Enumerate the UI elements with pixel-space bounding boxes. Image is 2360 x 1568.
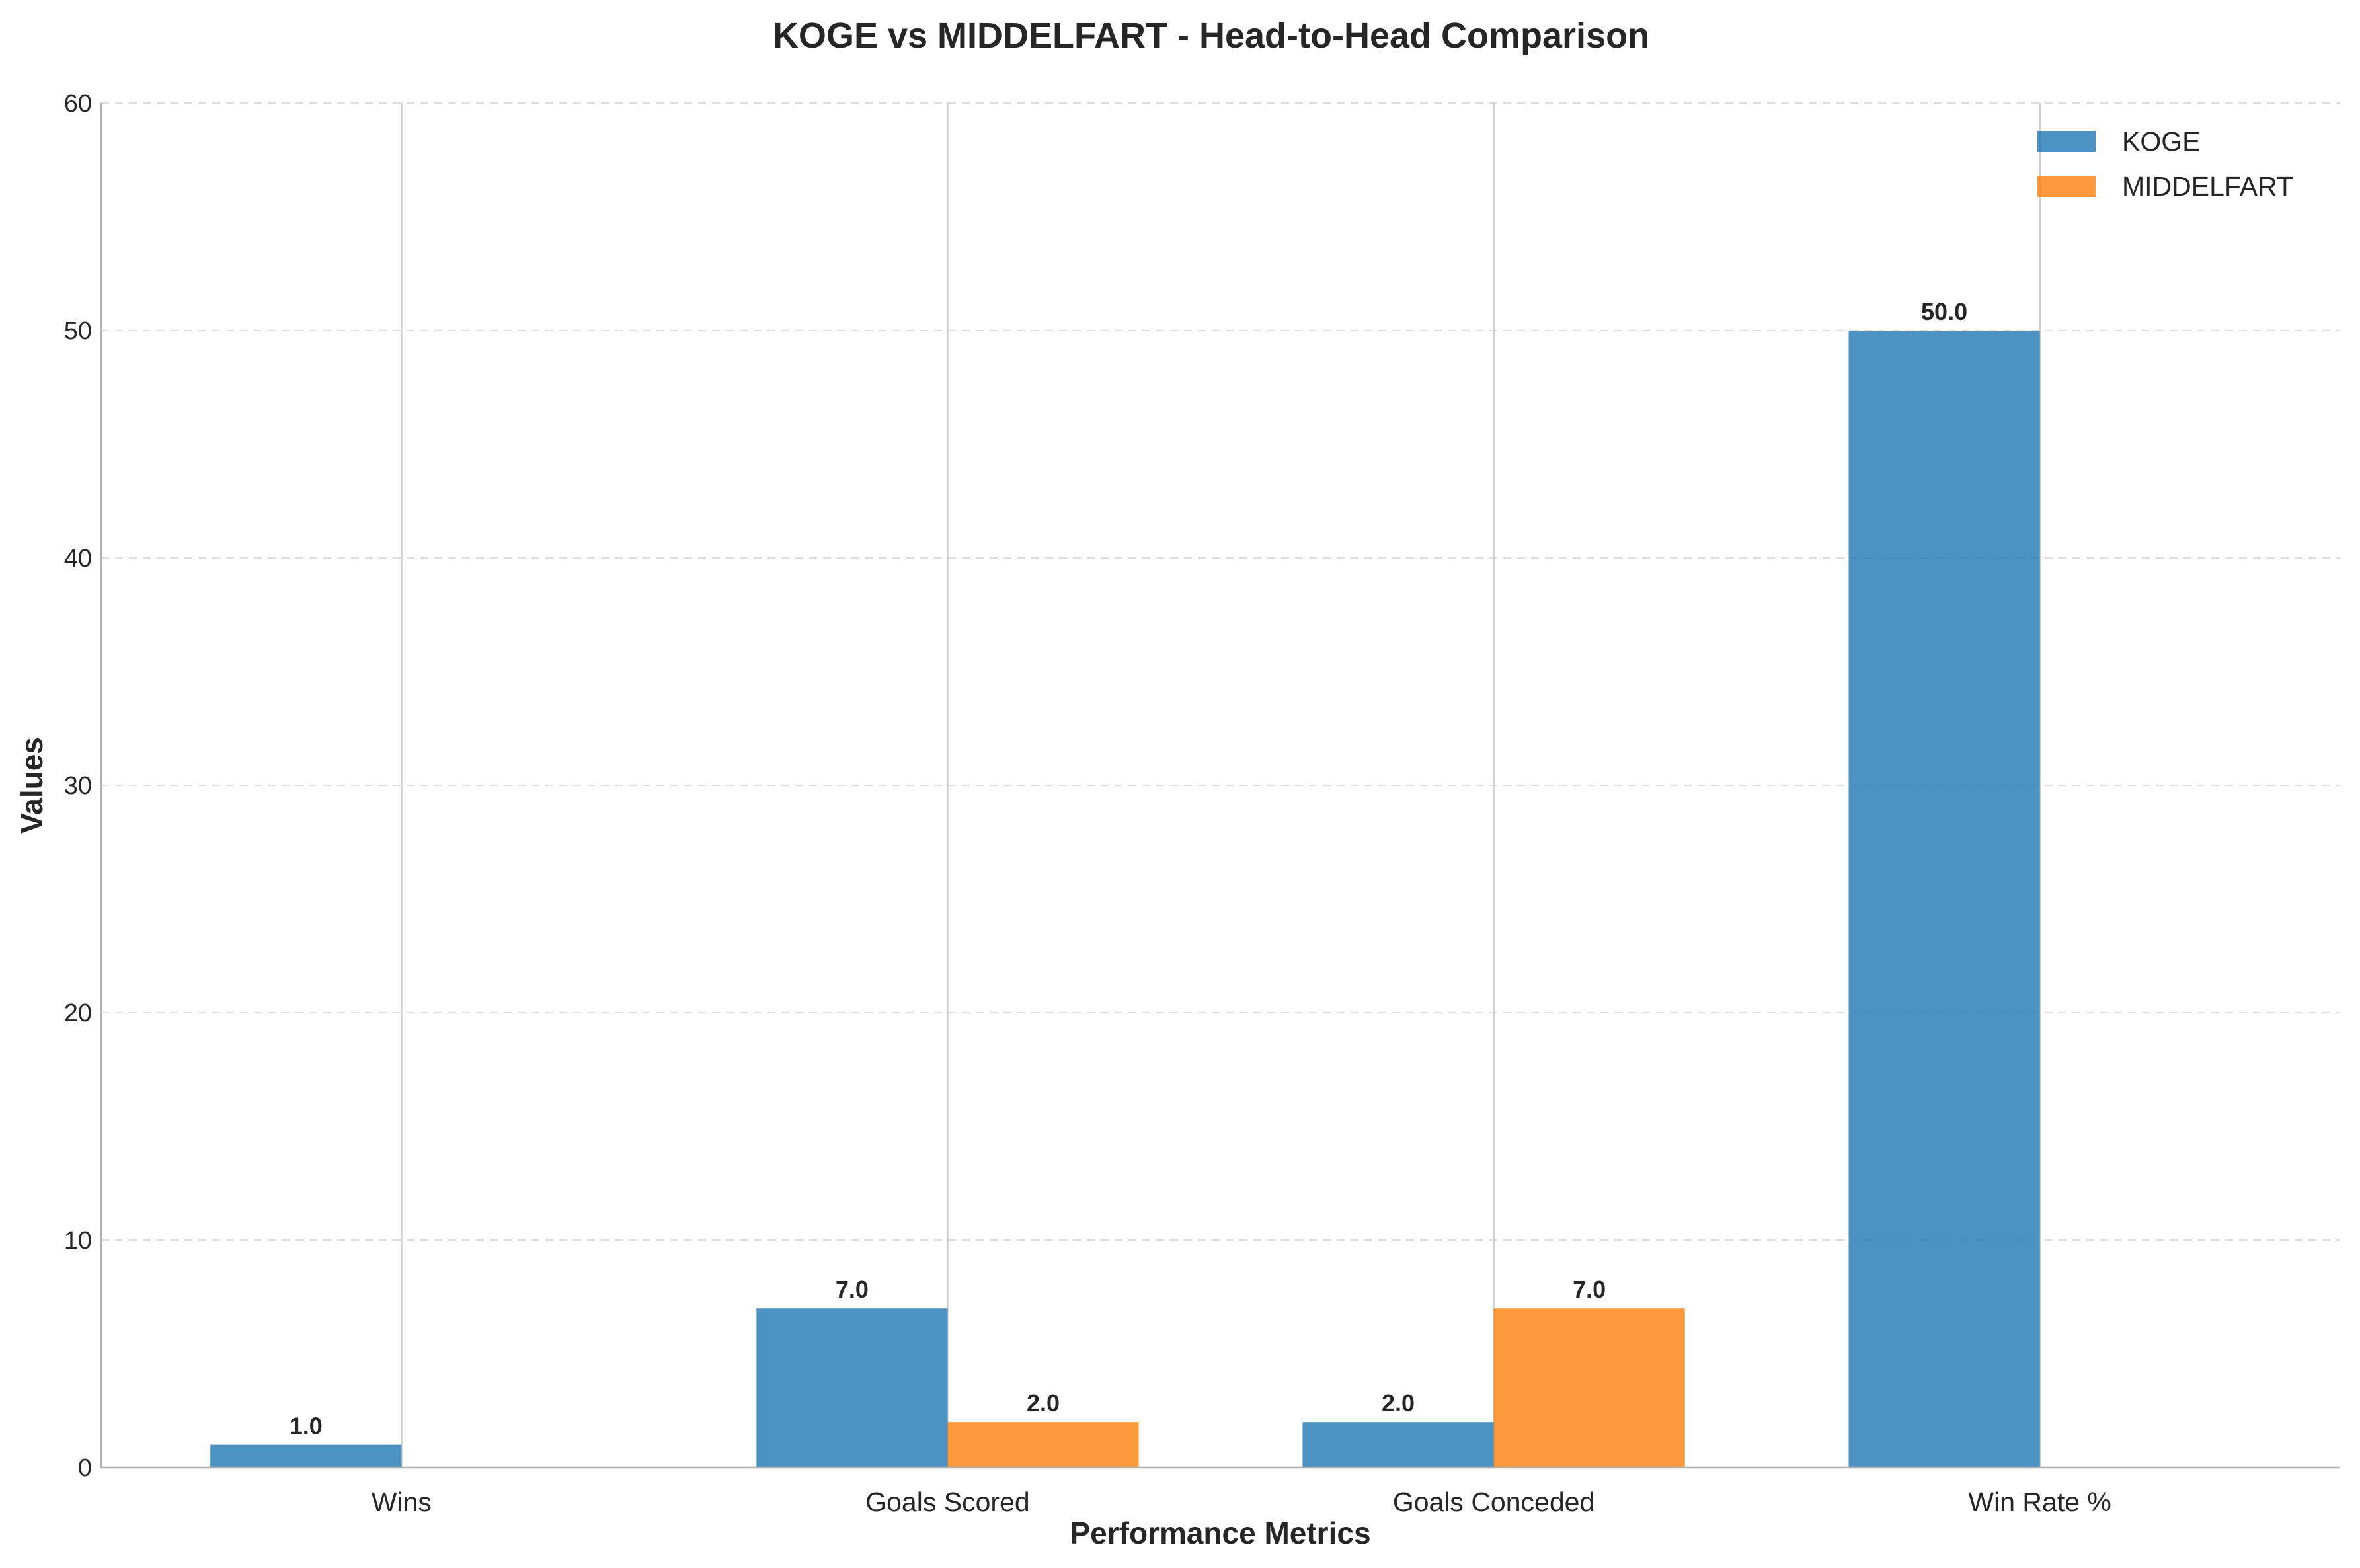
axes-layer <box>100 103 2340 1469</box>
y-tick-label: 10 <box>64 1227 92 1255</box>
y-tick-label: 60 <box>64 90 92 118</box>
x-tick-label: Wins <box>372 1487 432 1517</box>
data-label: 2.0 <box>1027 1390 1060 1417</box>
bar-koge <box>756 1308 948 1468</box>
y-tick-label: 0 <box>78 1454 92 1482</box>
bar-koge <box>1302 1422 1494 1468</box>
y-tick-label: 40 <box>64 545 92 572</box>
data-label: 7.0 <box>836 1276 869 1303</box>
bar-koge <box>1848 331 2040 1468</box>
legend-swatch-koge <box>2037 131 2096 152</box>
bar-middelfart <box>947 1422 1139 1468</box>
y-tick-label: 50 <box>64 317 92 345</box>
x-tick-label: Goals Scored <box>865 1487 1029 1517</box>
data-label: 1.0 <box>290 1413 323 1440</box>
legend: KOGE MIDDELFART <box>2037 126 2293 202</box>
x-tick-label: Win Rate % <box>1968 1487 2111 1517</box>
bar-koge <box>210 1444 402 1468</box>
legend-label-middelfart: MIDDELFART <box>2122 171 2293 202</box>
x-tick-label: Goals Conceded <box>1393 1487 1594 1517</box>
chart-title: KOGE vs MIDDELFART - Head-to-Head Compar… <box>773 16 1649 56</box>
data-label: 7.0 <box>1573 1276 1606 1303</box>
bars-layer <box>210 331 2040 1468</box>
data-label: 2.0 <box>1382 1390 1415 1417</box>
data-label: 50.0 <box>1921 298 1967 325</box>
legend-swatch-middelfart <box>2037 176 2096 197</box>
plot-area: 1.0 7.0 2.0 50.0 2.0 7.0 0 10 20 30 40 50 60 Wins Goal… <box>64 90 2340 1517</box>
legend-label-koge: KOGE <box>2122 126 2200 157</box>
y-tick-label: 20 <box>64 1000 92 1027</box>
bar-middelfart <box>1493 1308 1685 1468</box>
y-axis-title: Values <box>15 737 49 834</box>
y-tick-label: 30 <box>64 772 92 800</box>
x-axis-title: Performance Metrics <box>1070 1516 1370 1550</box>
labels-layer: 1.0 7.0 2.0 50.0 2.0 7.0 0 10 20 30 40 50 60 Wins Goal… <box>64 90 2111 1517</box>
